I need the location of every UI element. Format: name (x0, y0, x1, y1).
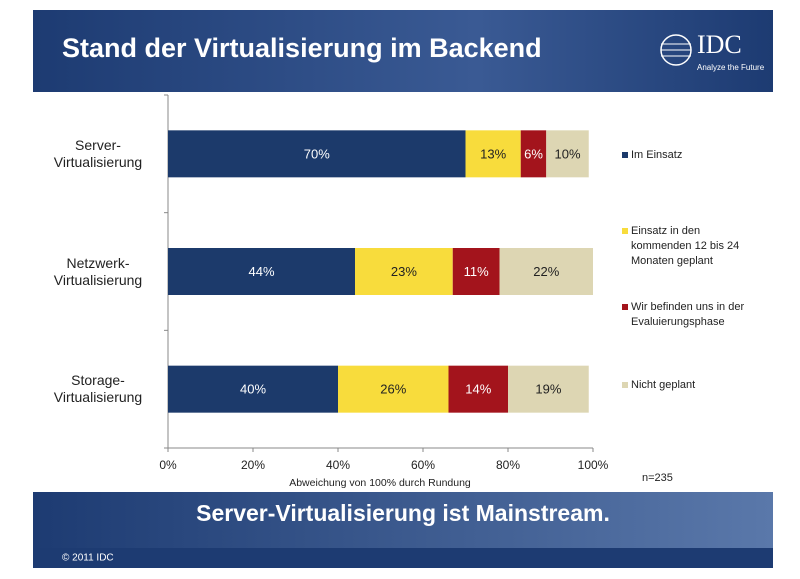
logo-mark (660, 34, 692, 66)
legend-label: Im Einsatz (631, 149, 683, 161)
banner (33, 492, 773, 548)
note: Abweichung von 100% durch Rundung (289, 477, 471, 489)
bar-segment (355, 248, 453, 295)
tagline: Analyze the Future (697, 63, 765, 72)
footer-band (33, 548, 773, 568)
value-label: 19% (535, 382, 561, 397)
legend-swatch (622, 152, 628, 158)
bar-segment (508, 365, 589, 413)
category-label: Server-Virtualisierung (53, 136, 143, 170)
legend-swatch (622, 228, 628, 234)
bar-segment (168, 130, 466, 178)
value-label: 40% (240, 382, 266, 397)
x-tick-label: 40% (326, 458, 350, 472)
sample-size: n=235 (642, 472, 673, 484)
bar-segment (168, 248, 355, 295)
footer: © 2011 IDC (62, 553, 114, 564)
x-tick-label: 60% (411, 458, 435, 472)
legend-swatch (622, 304, 628, 310)
value-label: 22% (533, 264, 559, 279)
bar-segment (499, 248, 593, 295)
value-label: 10% (554, 146, 580, 161)
legend-label: Einsatz in den kommenden 12 bis 24 Monat… (631, 225, 740, 267)
header-band (33, 10, 773, 92)
legend-item: Wir befinden uns in der Evaluierungsphas… (622, 300, 752, 330)
category-label: Netzwerk-Virtualisierung (53, 254, 143, 288)
bar-segment (168, 365, 338, 413)
value-label: 23% (391, 264, 417, 279)
value-label: 26% (380, 382, 406, 397)
legend-label: Wir befinden uns in der Evaluierungsphas… (631, 301, 745, 328)
legend-item: Im Einsatz (622, 148, 752, 163)
value-label: 44% (248, 264, 274, 279)
legend-item: Einsatz in den kommenden 12 bis 24 Monat… (622, 224, 752, 269)
category-label: Storage-Virtualisierung (53, 372, 143, 406)
x-tick-label: 100% (578, 458, 609, 472)
legend-swatch (622, 382, 628, 388)
x-tick-label: 0% (159, 458, 177, 472)
value-label: 14% (465, 382, 491, 397)
banner-text: Server-Virtualisierung ist Mainstream. (196, 500, 610, 526)
legend-item: Nicht geplant (622, 378, 752, 393)
x-tick-label: 80% (496, 458, 520, 472)
value-label: 11% (464, 264, 489, 279)
bar-segment (338, 365, 449, 413)
bar-segment (520, 130, 547, 178)
bar-segment (448, 365, 508, 413)
chart-title: Stand der Virtualisierung im Backend (62, 33, 542, 63)
bar-segment (465, 130, 521, 178)
legend-label: Nicht geplant (631, 379, 696, 391)
value-label: 13% (480, 146, 506, 161)
bar-segment (452, 248, 500, 295)
value-label: 70% (304, 146, 330, 161)
x-tick-label: 20% (241, 458, 265, 472)
logo: IDC (697, 30, 742, 59)
bar-segment (546, 130, 589, 178)
value-label: 6% (524, 146, 543, 161)
